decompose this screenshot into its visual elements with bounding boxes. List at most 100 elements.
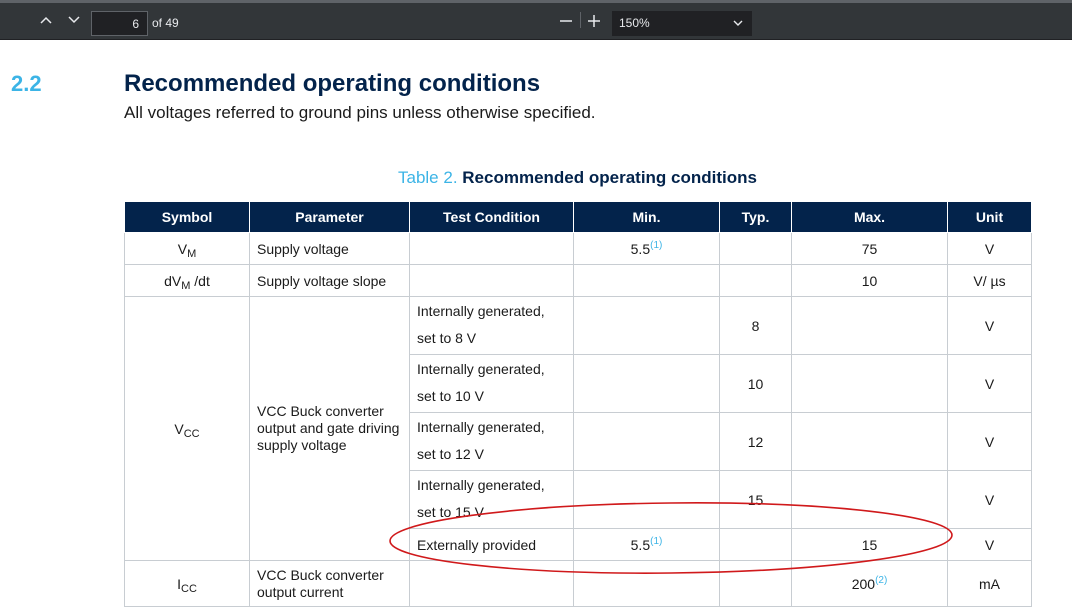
unit-cell: V [947, 354, 1032, 413]
condition-line: set to 12 V [417, 446, 484, 462]
min-cell [573, 296, 720, 355]
condition-line: Internally generated, [417, 303, 545, 319]
chevron-up-icon [40, 16, 52, 24]
symbol-cell: VM [124, 232, 250, 265]
symbol-subscript: M [187, 247, 197, 260]
symbol-suffix: /dt [190, 272, 210, 289]
previous-page-button[interactable] [38, 12, 54, 28]
typ-cell [719, 264, 792, 297]
operating-conditions-table: Symbol Parameter Test Condition Min. Typ… [124, 201, 1032, 607]
condition-line: set to 15 V [417, 504, 484, 520]
table-header-row: Symbol Parameter Test Condition Min. Typ… [124, 201, 1032, 233]
max-cell [791, 296, 948, 355]
condition-cell: Internally generated, set to 8 V [409, 296, 574, 355]
parameter-cell: VCC Buck converter output and gate drivi… [249, 296, 410, 561]
table-row: Internally generated, set to 12 V 12 V [125, 412, 1032, 471]
section-title: Recommended operating conditions [124, 70, 541, 97]
condition-cell [409, 264, 574, 297]
max-cell: 15 [791, 528, 948, 561]
table-row: VCC VCC Buck converter output and gate d… [124, 296, 1032, 561]
typ-cell [719, 232, 792, 265]
condition-line: set to 10 V [417, 388, 484, 404]
header-symbol: Symbol [124, 201, 250, 233]
footnote-ref[interactable]: (1) [650, 535, 663, 547]
zoom-value: 150% [619, 16, 650, 30]
min-cell [573, 412, 720, 471]
parameter-line: VCC Buck converter [257, 566, 384, 583]
section-subtitle: All voltages referred to ground pins unl… [124, 103, 596, 122]
zoom-select[interactable]: 150% [612, 11, 752, 36]
minus-icon [560, 20, 572, 22]
max-cell: 75 [791, 232, 948, 265]
table-row: VM Supply voltage 5.5(1) 75 V [124, 232, 1032, 265]
condition-cell [409, 232, 574, 265]
condition-cell: Internally generated, set to 15 V [409, 470, 574, 529]
typ-cell [719, 528, 792, 561]
max-cell [791, 470, 948, 529]
min-cell: 5.5(1) [573, 528, 720, 561]
symbol-text: I [177, 575, 181, 592]
symbol-subscript: CC [181, 582, 197, 595]
chevron-down-icon [733, 20, 743, 26]
min-value: 5.5 [630, 536, 651, 553]
max-cell: 10 [791, 264, 948, 297]
table-row: ICC VCC Buck converter output current 200… [124, 560, 1032, 607]
typ-cell: 8 [719, 296, 792, 355]
condition-line: Internally generated, [417, 419, 545, 435]
symbol-cell: VCC [124, 296, 250, 561]
min-cell [573, 354, 720, 413]
condition-line: Internally generated, [417, 361, 545, 377]
zoom-in-button[interactable] [586, 13, 602, 29]
parameter-line: output current [257, 583, 344, 600]
next-page-button[interactable] [66, 12, 82, 28]
page-number-input[interactable]: 6 [91, 11, 148, 36]
header-parameter: Parameter [249, 201, 410, 233]
symbol-cell: dVM /dt [124, 264, 250, 297]
footnote-ref[interactable]: (2) [875, 574, 888, 586]
min-cell [573, 470, 720, 529]
zoom-out-button[interactable] [558, 13, 574, 29]
unit-cell: V [947, 528, 1032, 561]
parameter-cell: Supply voltage [249, 232, 410, 265]
symbol-subscript: M [181, 279, 191, 292]
unit-cell: mA [947, 560, 1032, 607]
plus-icon [588, 15, 600, 27]
condition-cell: Externally provided [409, 528, 574, 561]
chevron-down-icon [68, 16, 80, 24]
typ-cell: 12 [719, 412, 792, 471]
max-cell [791, 412, 948, 471]
header-max: Max. [791, 201, 948, 233]
table-caption-title: Recommended operating conditions [462, 168, 757, 187]
symbol-cell: ICC [124, 560, 250, 607]
pdf-toolbar: 6 of 49 150% [0, 0, 1072, 40]
typ-cell: 10 [719, 354, 792, 413]
toolbar-divider [580, 12, 581, 28]
section-number: 2.2 [11, 71, 42, 96]
symbol-text: V [174, 420, 184, 437]
min-value: 5.5 [630, 240, 651, 257]
max-cell [791, 354, 948, 413]
unit-cell: V [947, 296, 1032, 355]
footnote-ref[interactable]: (1) [650, 239, 663, 251]
table-row: Internally generated, set to 10 V 10 V [125, 354, 1032, 413]
unit-cell: V [947, 412, 1032, 471]
header-min: Min. [573, 201, 720, 233]
typ-cell [719, 560, 792, 607]
condition-line: Internally generated, [417, 477, 545, 493]
condition-line: set to 8 V [417, 330, 477, 346]
condition-cell: Internally generated, set to 12 V [409, 412, 574, 471]
header-typ: Typ. [719, 201, 792, 233]
table-caption-number: Table 2. [398, 168, 458, 187]
max-cell: 200(2) [791, 560, 948, 607]
symbol-text: V [177, 240, 188, 257]
condition-cell: Internally generated, set to 10 V [409, 354, 574, 413]
min-cell [573, 560, 720, 607]
table-row: dVM /dt Supply voltage slope 10 V/ µs [124, 264, 1032, 297]
header-unit: Unit [947, 201, 1032, 233]
symbol-subscript: CC [183, 427, 200, 440]
header-test-condition: Test Condition [409, 201, 574, 233]
table-caption: Table 2. Recommended operating condition… [0, 168, 1072, 188]
parameter-cell: VCC Buck converter output current [249, 560, 410, 607]
unit-cell: V [947, 470, 1032, 529]
condition-cell [409, 560, 574, 607]
